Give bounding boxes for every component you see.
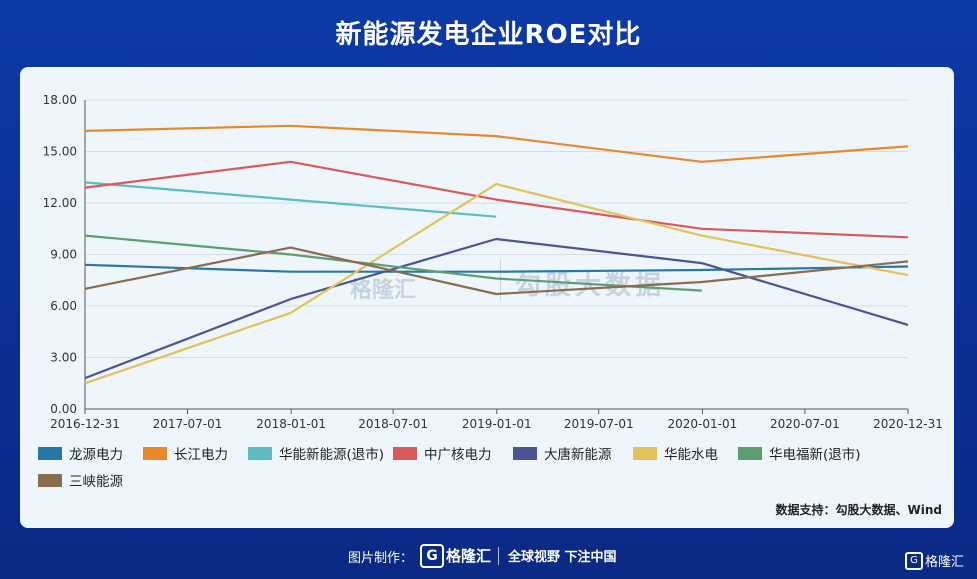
series-line xyxy=(84,124,909,163)
brand-logo-icon: G xyxy=(420,544,444,568)
y-tick-label: 3.00 xyxy=(50,351,77,365)
series-line xyxy=(84,263,909,273)
legend-swatch xyxy=(393,447,417,460)
slogan: 全球视野 下注中国 xyxy=(508,550,617,565)
watermark-divider xyxy=(500,259,501,301)
y-tick-label: 9.00 xyxy=(50,248,77,262)
y-tick-label: 6.00 xyxy=(50,299,77,313)
x-tick-label: 2020-12-31 xyxy=(873,417,943,431)
x-tick-label: 2019-07-01 xyxy=(564,417,634,431)
legend-swatch xyxy=(248,447,272,460)
x-tick-label: 2019-01-01 xyxy=(462,417,532,431)
series-line xyxy=(84,237,909,380)
series-line xyxy=(84,181,497,218)
legend-swatch xyxy=(633,447,657,460)
x-tick-label: 2018-01-01 xyxy=(256,417,326,431)
y-tick-label: 18.00 xyxy=(43,93,77,107)
y-tick-label: 12.00 xyxy=(43,196,77,210)
footer-divider xyxy=(498,547,499,565)
y-tick-label: 0.00 xyxy=(50,402,77,416)
legend-label: 大唐新能源 xyxy=(544,446,612,463)
y-tick-label: 15.00 xyxy=(43,145,77,159)
legend-label: 龙源电力 xyxy=(69,447,123,463)
brand-name: 格隆汇 xyxy=(446,547,492,565)
chart-panel: 格隆汇 勾股大数据 0.00 3.00 6.00 9.00 12.00 15.00 18.0… xyxy=(20,67,954,528)
series-line xyxy=(84,160,909,239)
x-tick-label: 2018-07-01 xyxy=(358,417,428,431)
legend-label: 华能水电 xyxy=(664,447,718,463)
x-tick-label: 2016-12-31 xyxy=(50,417,120,431)
legend-label: 华能新能源(退市) xyxy=(279,446,384,463)
footer: 图片制作： G 格隆汇 全球视野 下注中国 G 格隆汇 xyxy=(0,538,977,579)
legend-label: 中广核电力 xyxy=(424,447,492,463)
legend-swatch xyxy=(738,447,762,460)
legend-swatch xyxy=(38,474,62,487)
x-tick-label: 2020-01-01 xyxy=(668,417,738,431)
legend-swatch xyxy=(143,447,167,460)
series-line xyxy=(84,246,909,296)
page-title: 新能源发电企业ROE对比 xyxy=(335,20,642,50)
line-chart: 0.00 3.00 6.00 9.00 12.00 15.00 18.00 2016-12-3… xyxy=(38,93,943,490)
credit-label: 图片制作： xyxy=(348,551,414,566)
legend-label: 长江电力 xyxy=(174,447,228,463)
series-line xyxy=(84,234,702,292)
corner-brand-name: 格隆汇 xyxy=(925,555,965,570)
legend-label: 三峡能源 xyxy=(69,474,123,490)
source-note: 数据支持：勾股大数据、Wind xyxy=(775,503,942,517)
corner-logo-icon: G xyxy=(905,552,923,570)
x-tick-label: 2017-07-01 xyxy=(153,417,223,431)
legend-swatch xyxy=(38,447,62,460)
watermark-left: 格隆汇 xyxy=(350,278,417,303)
x-tick-label: 2020-07-01 xyxy=(770,417,840,431)
legend-label: 华电福新(退市) xyxy=(769,446,861,463)
legend-swatch xyxy=(513,447,537,460)
series-line xyxy=(84,182,909,385)
